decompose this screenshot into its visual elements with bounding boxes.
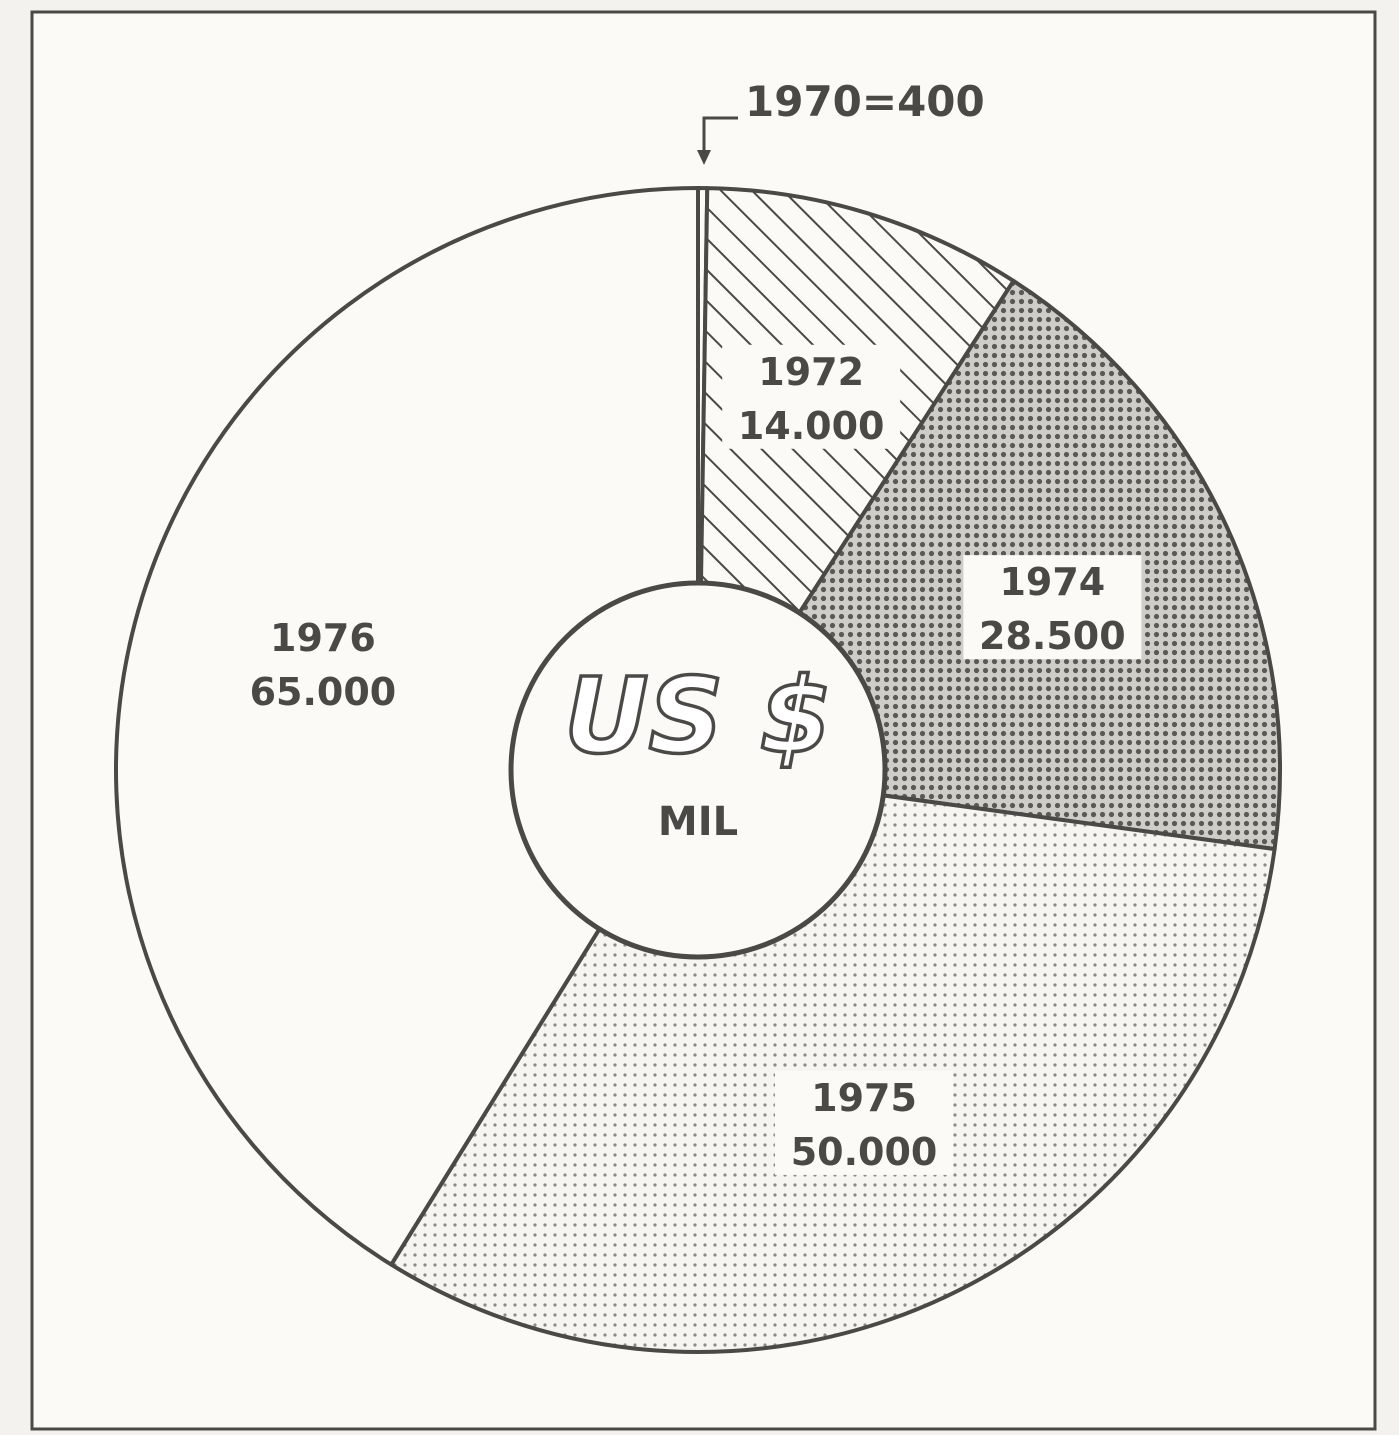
slice-year-label-1976: 1976 [270, 616, 376, 660]
slice-value-label-1974: 28.500 [979, 614, 1126, 658]
center-unit-label: MIL [658, 799, 738, 845]
slice-label-bg-1972 [722, 344, 901, 449]
callout-arrowhead [697, 150, 711, 165]
callout-leader [702, 116, 738, 160]
slice-label-bg-1975 [775, 1070, 954, 1175]
slice-1976 [114, 186, 700, 1267]
slice-year-label-1975: 1975 [811, 1076, 917, 1120]
callout-text: 1970=400 [745, 77, 985, 126]
slice-year-label-1972: 1972 [758, 350, 864, 394]
slice-value-label-1972: 14.000 [738, 404, 885, 448]
slice-labels: 1972 14.000 1974 28.500 1975 50.000 1976 65.000 [250, 344, 1142, 1175]
slice-year-label-1974: 1974 [999, 560, 1105, 604]
slice-label-bg-1974 [963, 555, 1142, 660]
center-hole [508, 580, 888, 960]
center-currency-label: US $ [564, 655, 832, 777]
slice-value-label-1975: 50.000 [791, 1130, 938, 1174]
callout-1970: 1970=400 [697, 77, 985, 165]
slice-value-label-1976: 65.000 [250, 670, 397, 714]
